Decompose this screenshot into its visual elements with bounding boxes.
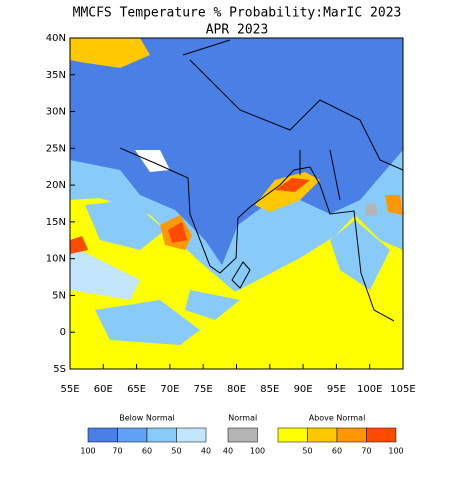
field-blue-patch xyxy=(185,290,240,320)
y-tick-label: 0 xyxy=(60,327,66,338)
legend-label: 100 xyxy=(388,447,403,456)
coastlines xyxy=(119,39,404,322)
x-tick-label: 85E xyxy=(260,384,279,395)
legend-label: 40 xyxy=(201,447,211,456)
x-tick-label: 55E xyxy=(60,384,79,395)
field-orange xyxy=(385,195,403,215)
y-tick-label: 40N xyxy=(46,33,66,44)
field-red xyxy=(168,222,187,243)
field-blue-patch xyxy=(70,245,140,300)
y-tick-label: 20N xyxy=(46,180,66,191)
legend-swatch xyxy=(227,427,258,443)
x-tick-label: 80E xyxy=(227,384,246,395)
field-red xyxy=(70,236,88,254)
field-blue-patch xyxy=(85,200,165,250)
x-tick-label: 60E xyxy=(94,384,113,395)
field-white xyxy=(135,150,170,172)
x-tick-label: 100E xyxy=(357,384,382,395)
legend-label: 60 xyxy=(142,447,152,456)
field-blue-patch xyxy=(95,300,200,345)
title: MMCFS Temperature % Probability:MarIC 20… xyxy=(73,6,402,21)
field-blue-patch xyxy=(330,220,390,290)
legend-label: 50 xyxy=(171,447,181,456)
legend-swatch xyxy=(176,427,207,443)
subtitle: APR 2023 xyxy=(206,23,269,38)
y-tick-label: 5S xyxy=(53,364,66,375)
legend-label: 100 xyxy=(250,447,265,456)
x-tick-label: 75E xyxy=(194,384,213,395)
legend-label: 100 xyxy=(80,447,95,456)
y-tick-label: 35N xyxy=(46,70,66,81)
legend-label: 50 xyxy=(302,447,312,456)
legend-swatch xyxy=(87,427,118,443)
field-red xyxy=(275,178,310,192)
legend-swatch xyxy=(117,427,148,443)
y-tick-label: 15N xyxy=(46,217,66,228)
x-tick-label: 95E xyxy=(327,384,346,395)
x-tick-label: 105E xyxy=(390,384,415,395)
legend-swatch xyxy=(336,427,367,443)
y-tick-label: 5N xyxy=(52,290,66,301)
legend-title: Below Normal xyxy=(119,414,175,423)
legend-swatch xyxy=(277,427,308,443)
x-tick-label: 90E xyxy=(294,384,313,395)
map-field xyxy=(70,38,403,369)
legend-title: Normal xyxy=(228,414,257,423)
y-tick-label: 30N xyxy=(46,107,66,118)
legend-swatch xyxy=(307,427,338,443)
field-orange xyxy=(70,38,150,68)
legend-label: 70 xyxy=(361,447,371,456)
x-tick-label: 70E xyxy=(160,384,179,395)
legend-swatch xyxy=(146,427,177,443)
legend-swatch xyxy=(366,427,397,443)
field-deep-blue xyxy=(70,38,403,265)
legend-label: 70 xyxy=(112,447,122,456)
legend-label: 60 xyxy=(332,447,342,456)
field-grey xyxy=(365,203,378,216)
x-tick-label: 65E xyxy=(127,384,146,395)
legend-title: Above Normal xyxy=(309,414,366,423)
legend-label: 40 xyxy=(223,447,233,456)
y-tick-label: 10N xyxy=(46,254,66,265)
y-tick-label: 25N xyxy=(46,143,66,154)
